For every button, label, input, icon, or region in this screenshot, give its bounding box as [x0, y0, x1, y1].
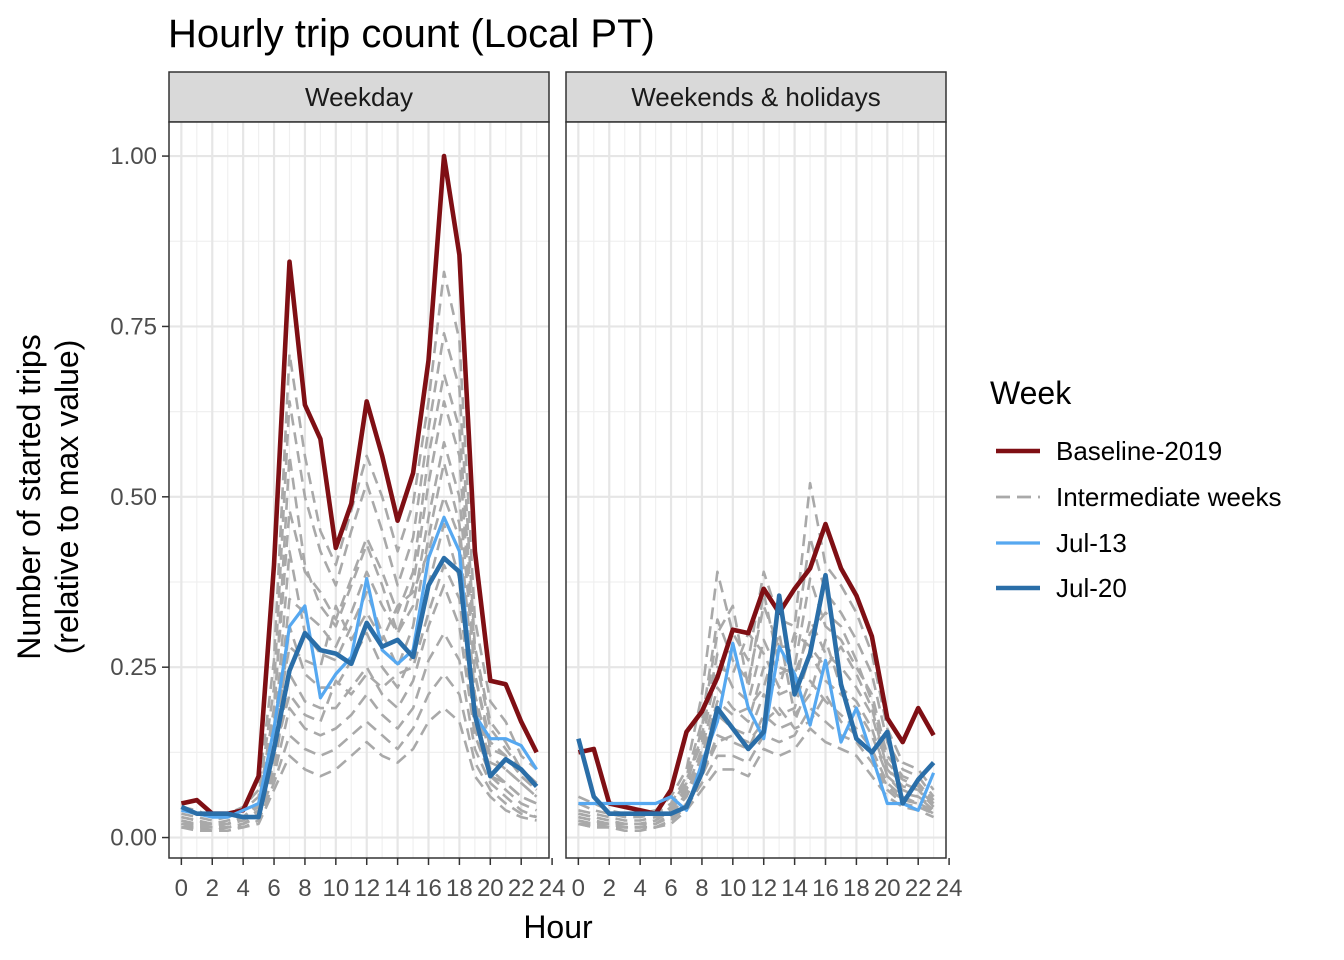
x-axis-title: Hour — [523, 909, 593, 945]
panel-2-x-tick-label: 20 — [874, 875, 901, 902]
y-tick-label: 1.00 — [110, 143, 157, 170]
panel-1-x-tick-label: 4 — [236, 875, 249, 902]
panel-1-intermediate-week-line-1 — [181, 270, 538, 819]
panel-2-x-tick-label: 12 — [750, 875, 777, 902]
panel-1-strip — [168, 71, 550, 123]
panel-2-jul-13-line — [578, 641, 936, 812]
panel-2-x-tick-label: 24 — [936, 875, 963, 902]
panel-1-x-tick-label: 0 — [175, 875, 188, 902]
panel-1-x-tick-label: 12 — [353, 875, 380, 902]
panel-2-x-tick-label: 16 — [812, 875, 839, 902]
y-tick-label: 0.75 — [110, 313, 157, 340]
panel-2-strip-label: Weekends & holidays — [631, 82, 881, 112]
panel-1-x-tick-label: 24 — [539, 875, 566, 902]
panel-1-intermediate-week-line-12 — [181, 563, 538, 829]
panel-2-x-tick-label: 10 — [719, 875, 746, 902]
panel-1-intermediate-week-line-10 — [181, 441, 538, 829]
panel-1-x-tick-label: 22 — [508, 875, 535, 902]
panel-1-x-tick-label: 14 — [384, 875, 411, 902]
y-tick-label: 0.50 — [110, 484, 157, 511]
panel-1-x-tick-label: 6 — [267, 875, 280, 902]
panel-2-x-tick-label: 8 — [695, 875, 708, 902]
panel-2-x-tick-label: 14 — [781, 875, 808, 902]
legend-label-intermediate-weeks: Intermediate weeks — [1056, 482, 1281, 512]
panel-2-x-tick-label: 4 — [633, 875, 646, 902]
panel-2-x-tick-label: 0 — [572, 875, 585, 902]
panel-1-x-tick-label: 20 — [477, 875, 504, 902]
y-axis-title-line2: (relative to max value) — [49, 340, 85, 655]
legend-label-baseline-2019: Baseline-2019 — [1056, 436, 1222, 466]
y-axis-title-line1: Number of started trips — [11, 334, 47, 659]
panel-2-baseline-2019-line — [577, 521, 936, 816]
panel-2-x-tick-label: 2 — [603, 875, 616, 902]
panel-1-intermediate-week-line-9 — [181, 706, 537, 832]
y-axis-title: Number of started trips (relative to max… — [11, 334, 85, 659]
panel-2-intermediate-week-line-3 — [578, 577, 935, 822]
y-tick-label: 0.00 — [110, 825, 157, 852]
panel-2-x-tick-label: 22 — [905, 875, 932, 902]
panel-1-strip-label: Weekday — [305, 82, 413, 112]
panel-2-intermediate-week-line-10 — [578, 631, 935, 826]
panel-2-strip — [565, 71, 947, 123]
panel-2-jul-20-line — [576, 572, 936, 816]
panel-1-x-tick-label: 2 — [206, 875, 219, 902]
panel-2-x-tick-label: 6 — [664, 875, 677, 902]
panel-2-intermediate-week-line-2 — [577, 536, 935, 819]
panel-1-x-tick-label: 8 — [298, 875, 311, 902]
panel-1-jul-20-line — [180, 555, 539, 820]
panel-1-x-tick-label: 16 — [415, 875, 442, 902]
panel-2-intermediate-week-line-8 — [578, 727, 935, 832]
panel-1-border — [168, 121, 550, 859]
legend: Week Baseline-2019 Intermediate weeks Jul-… — [990, 375, 1281, 603]
legend-label-jul-20: Jul-20 — [1056, 573, 1127, 603]
panel-2-x-tick-label: 18 — [843, 875, 870, 902]
legend-label-jul-13: Jul-13 — [1056, 528, 1127, 558]
chart-title: Hourly trip count (Local PT) — [168, 12, 655, 56]
legend-title: Week — [990, 375, 1072, 411]
panel-1-x-tick-label: 18 — [446, 875, 473, 902]
panel-1-x-tick-label: 10 — [322, 875, 349, 902]
panel-2-border — [565, 121, 947, 859]
y-tick-label: 0.25 — [110, 654, 157, 681]
